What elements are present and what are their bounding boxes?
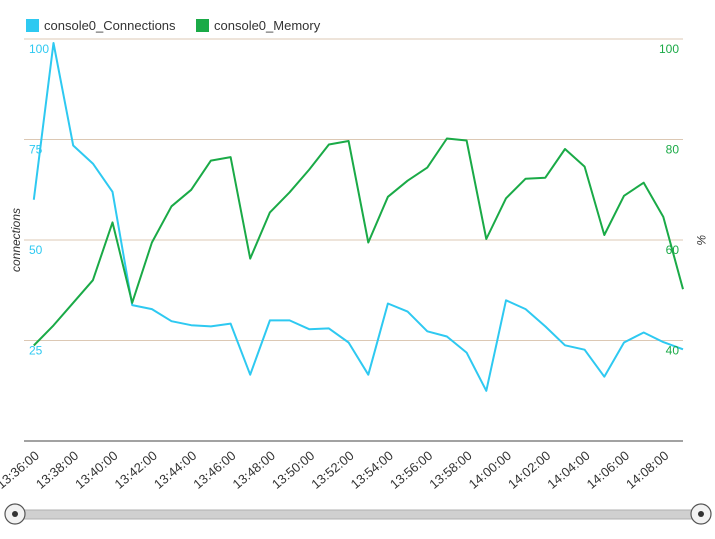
y-axis-left-title: connections (9, 208, 23, 272)
y-axis-left-ticks: 25 50 75 100 (29, 42, 49, 358)
legend-swatch (196, 19, 209, 32)
y-left-tick-label: 25 (29, 344, 43, 358)
legend-swatch (26, 19, 39, 32)
legend-item[interactable]: console0_Memory (196, 18, 321, 33)
y-left-tick-label: 100 (29, 42, 49, 56)
x-tick-label: 14:06:00 (584, 448, 632, 492)
legend-label: console0_Memory (214, 18, 321, 33)
x-tick-label: 14:00:00 (466, 448, 514, 492)
x-tick-label: 14:02:00 (505, 448, 553, 492)
y-right-tick-label: 40 (666, 344, 680, 358)
series-line-console0_Memory (33, 137, 684, 347)
chart-series (32, 42, 684, 392)
range-scrollbar[interactable] (4, 503, 712, 525)
y-left-tick-label: 75 (29, 143, 43, 157)
chart-grid (24, 38, 683, 341)
x-tick-label: 13:54:00 (348, 448, 396, 492)
y-right-tick-label: 80 (666, 143, 680, 157)
x-tick-label: 13:56:00 (387, 448, 435, 492)
x-tick-label: 13:58:00 (426, 448, 474, 492)
y-right-tick-label: 100 (659, 42, 679, 56)
x-tick-label: 13:44:00 (151, 448, 199, 492)
chart-legend: console0_Connections console0_Memory (26, 18, 321, 33)
x-tick-label: 13:46:00 (190, 448, 238, 492)
x-tick-label: 13:48:00 (230, 448, 278, 492)
y-left-tick-label: 50 (29, 243, 43, 257)
x-tick-label: 13:42:00 (112, 448, 160, 492)
scrollbar-track[interactable] (13, 509, 703, 520)
x-tick-label: 13:52:00 (308, 448, 356, 492)
circle-handle-icon[interactable] (4, 503, 26, 525)
y-axis-right-ticks: 40 60 80 100 (659, 42, 679, 358)
x-axis-ticks: 13:36:0013:38:0013:40:0013:42:0013:44:00… (0, 448, 671, 492)
circle-handle-icon[interactable] (690, 503, 712, 525)
y-axis-right-title: % (694, 235, 708, 246)
x-tick-label: 13:50:00 (269, 448, 317, 492)
x-tick-label: 14:04:00 (544, 448, 592, 492)
x-tick-label: 13:36:00 (0, 448, 42, 492)
legend-label: console0_Connections (44, 18, 176, 33)
series-line-console0_Connections (32, 42, 684, 392)
x-tick-label: 14:08:00 (623, 448, 671, 492)
x-tick-label: 13:38:00 (33, 448, 81, 492)
x-tick-label: 13:40:00 (72, 448, 120, 492)
legend-item[interactable]: console0_Connections (26, 18, 176, 33)
y-right-tick-label: 60 (666, 243, 680, 257)
